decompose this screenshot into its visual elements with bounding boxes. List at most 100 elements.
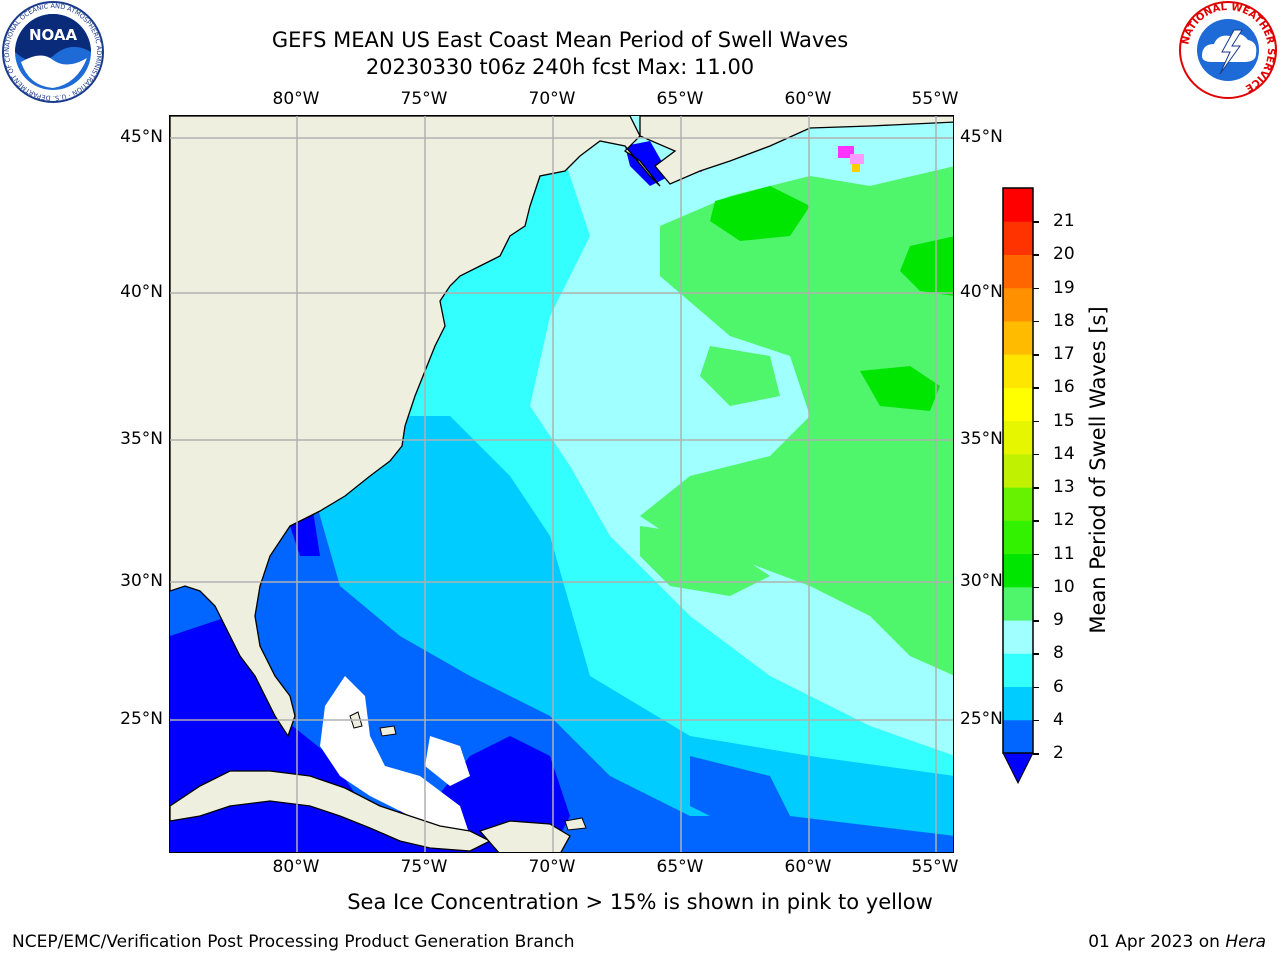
swell-zone-10-11: [860, 366, 940, 411]
footer-date: 01 Apr 2023 on Hera: [1088, 932, 1266, 952]
colorbar-tick-label: 13: [1053, 477, 1075, 498]
colorbar-tick-label: 12: [1053, 510, 1075, 531]
footer-date-text: 01 Apr 2023 on: [1088, 932, 1220, 952]
colorbar-tick-mark: [1033, 753, 1039, 755]
colorbar-tick-label: 8: [1053, 643, 1064, 664]
lon-label-top: 60°W: [784, 89, 832, 109]
colorbar-tick-label: 16: [1053, 377, 1075, 398]
colorbar-tick-label: 9: [1053, 610, 1064, 631]
colorbar-under-arrow: [1002, 752, 1034, 785]
swell-zone-10-11: [710, 186, 810, 241]
lat-label-right: 40°N: [960, 282, 1003, 302]
colorbar-tick-label: 11: [1053, 543, 1075, 564]
colorbar-tick-mark: [1033, 453, 1039, 456]
colorbar-tick-mark: [1033, 320, 1039, 323]
sea-ice-cell: [852, 164, 860, 172]
lat-label-left: 45°N: [120, 127, 163, 147]
lon-label-top: 70°W: [528, 89, 576, 109]
colorbar-tick-label: 17: [1053, 344, 1075, 365]
swell-zone-9-10: [700, 346, 780, 406]
colorbar-bin: [1003, 387, 1033, 422]
colorbar-label: Mean Period of Swell Waves [s]: [1086, 306, 1110, 634]
lat-label-right: 25°N: [960, 709, 1003, 729]
colorbar-tick-mark: [1033, 553, 1039, 556]
colorbar-tick-label: 20: [1053, 244, 1075, 265]
colorbar-tick-label: 10: [1053, 576, 1075, 597]
colorbar-tick-label: 6: [1053, 676, 1064, 697]
lat-label-right: 45°N: [960, 127, 1003, 147]
lon-label-top: 80°W: [272, 89, 320, 109]
colorbar-tick-mark: [1033, 354, 1039, 356]
colorbar-tick-label: 18: [1053, 310, 1075, 331]
colorbar-bin: [1003, 188, 1033, 222]
land-cuba: [170, 770, 492, 852]
colorbar-tick-label: 4: [1053, 709, 1064, 730]
lat-label-left: 40°N: [120, 282, 163, 302]
colorbar-tick-mark: [1033, 620, 1039, 622]
gridlines: [170, 116, 953, 852]
lat-label-right: 35°N: [960, 429, 1003, 449]
colorbar-tick-label: 15: [1053, 410, 1075, 431]
lon-label-bottom: 55°W: [911, 857, 959, 877]
swell-zone-10-11: [900, 236, 953, 296]
lon-label-top: 55°W: [911, 89, 959, 109]
colorbar: [1002, 187, 1034, 785]
colorbar-tick-label: 19: [1053, 277, 1075, 298]
colorbar-bin: [1003, 221, 1033, 255]
lat-label-left: 25°N: [120, 709, 163, 729]
colorbar-bin: [1003, 620, 1033, 654]
colorbar-tick-mark: [1033, 254, 1039, 256]
colorbar-bin: [1003, 553, 1033, 588]
colorbar-bin: [1003, 354, 1033, 388]
colorbar-bin: [1003, 686, 1033, 721]
colorbar-bin: [1003, 487, 1033, 521]
colorbar-tick-mark: [1033, 487, 1039, 489]
colorbar-bin: [1003, 254, 1033, 289]
chart-subtitle: 20230330 t06z 240h fcst Max: 11.00: [365, 55, 755, 79]
chart-title: GEFS MEAN US East Coast Mean Period of S…: [271, 28, 849, 52]
bahamas-bank: [425, 736, 470, 786]
colorbar-tick-mark: [1033, 686, 1039, 689]
colorbar-bin: [1003, 420, 1033, 455]
lon-label-bottom: 80°W: [272, 857, 320, 877]
colorbar-tick-mark: [1033, 586, 1039, 589]
island: [564, 817, 587, 831]
colorbar-tick-label: 14: [1053, 443, 1075, 464]
colorbar-bin: [1003, 320, 1033, 355]
island: [379, 725, 397, 737]
colorbar-tick-mark: [1033, 221, 1039, 223]
land-maritimes: [639, 116, 953, 185]
colorbar-tick-label: 21: [1053, 211, 1075, 232]
swell-zone-under-2: [625, 141, 670, 186]
colorbar-bin: [1003, 520, 1033, 555]
colorbar-bin: [1003, 287, 1033, 322]
colorbar-bin: [1003, 719, 1033, 754]
nws-logo: NATIONAL WEATHER SERVICE: [1179, 1, 1277, 99]
colorbar-outline: [1002, 187, 1034, 754]
colorbar-bin: [1003, 586, 1033, 621]
lon-label-top: 75°W: [400, 89, 448, 109]
swell-zone-9-10: [640, 526, 770, 596]
colorbar-tick-mark: [1033, 520, 1039, 522]
land-north-america: [170, 116, 661, 738]
colorbar-tick-mark: [1033, 420, 1039, 423]
sea-ice-note: Sea Ice Concentration > 15% is shown in …: [347, 890, 933, 914]
lon-label-bottom: 75°W: [400, 857, 448, 877]
colorbar-bin: [1003, 453, 1033, 488]
map-panel: [169, 115, 954, 853]
colorbar-tick-label: 2: [1053, 743, 1064, 763]
land-hispaniola: [478, 820, 571, 852]
noaa-logo: NATIONAL OCEANIC AND ATMOSPHERIC ADMINIS…: [1, 0, 104, 103]
colorbar-tick-mark: [1033, 287, 1039, 290]
colorbar-tick-mark: [1033, 653, 1039, 655]
lat-label-left: 30°N: [120, 571, 163, 591]
footer-machine: Hera: [1225, 932, 1266, 952]
lon-label-bottom: 70°W: [528, 857, 576, 877]
sea-ice-cell: [850, 154, 864, 164]
lon-label-bottom: 65°W: [656, 857, 704, 877]
swell-zone-2-4: [690, 756, 790, 826]
lat-label-left: 35°N: [120, 429, 163, 449]
colorbar-bin: [1003, 653, 1033, 688]
colorbar-tick-mark: [1033, 719, 1039, 722]
lon-label-bottom: 60°W: [784, 857, 832, 877]
